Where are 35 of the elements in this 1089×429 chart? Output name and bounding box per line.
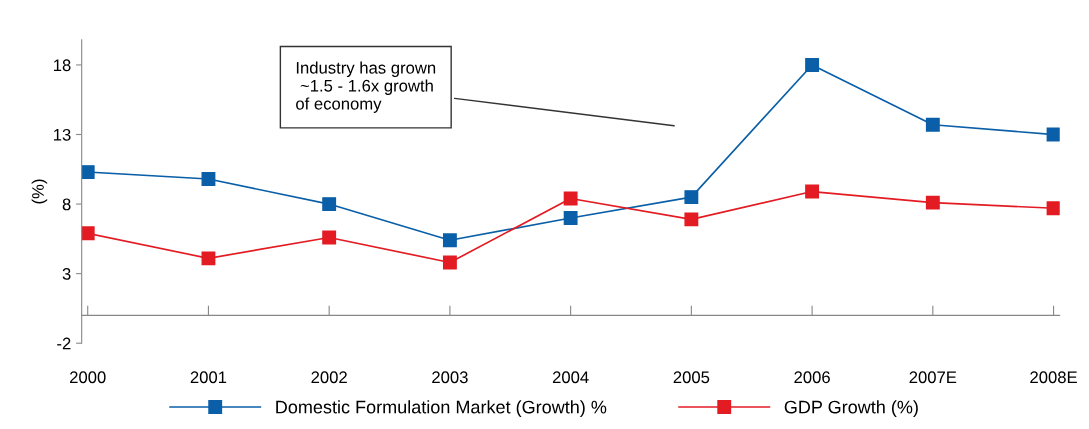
point [322,230,337,245]
point [805,184,820,199]
y-tick-label: -2 [57,337,71,350]
point [925,195,940,210]
point [684,190,699,205]
y-tick-label: 13 [53,128,71,141]
legend-label: Domestic Formulation Market (Growth) % [276,400,607,418]
point [805,57,820,72]
point [81,226,95,241]
x-tick-label: 2001 [190,371,227,384]
x-tick-label: 2008E [1030,371,1077,384]
point [563,191,578,206]
point [563,211,578,225]
x-tick-label: 2006 [794,371,830,384]
y-tick-label: 8 [62,198,71,211]
point [442,233,457,248]
point [201,172,216,186]
point [925,117,940,132]
point [1046,201,1060,216]
point [201,251,216,266]
point [322,197,337,212]
x-tick-label: 2004 [552,371,589,384]
x-tick-label: 2003 [432,371,468,384]
x-tick-label: 2000 [70,371,106,384]
point [442,255,457,270]
y-axis-title: (%) [31,179,48,204]
legend-label: GDP Growth (%) [784,400,918,418]
x-tick-label: 2007E [909,371,957,384]
y-tick-label: 3 [62,268,71,280]
annotation: Industry has grown ~1.5 - 1.6x growth of economy [296,61,436,113]
point [684,212,699,227]
x-tick-label: 2005 [673,371,710,384]
x-tick-label: 2002 [311,371,347,384]
point [81,165,95,180]
y-tick-label: 18 [53,59,71,72]
